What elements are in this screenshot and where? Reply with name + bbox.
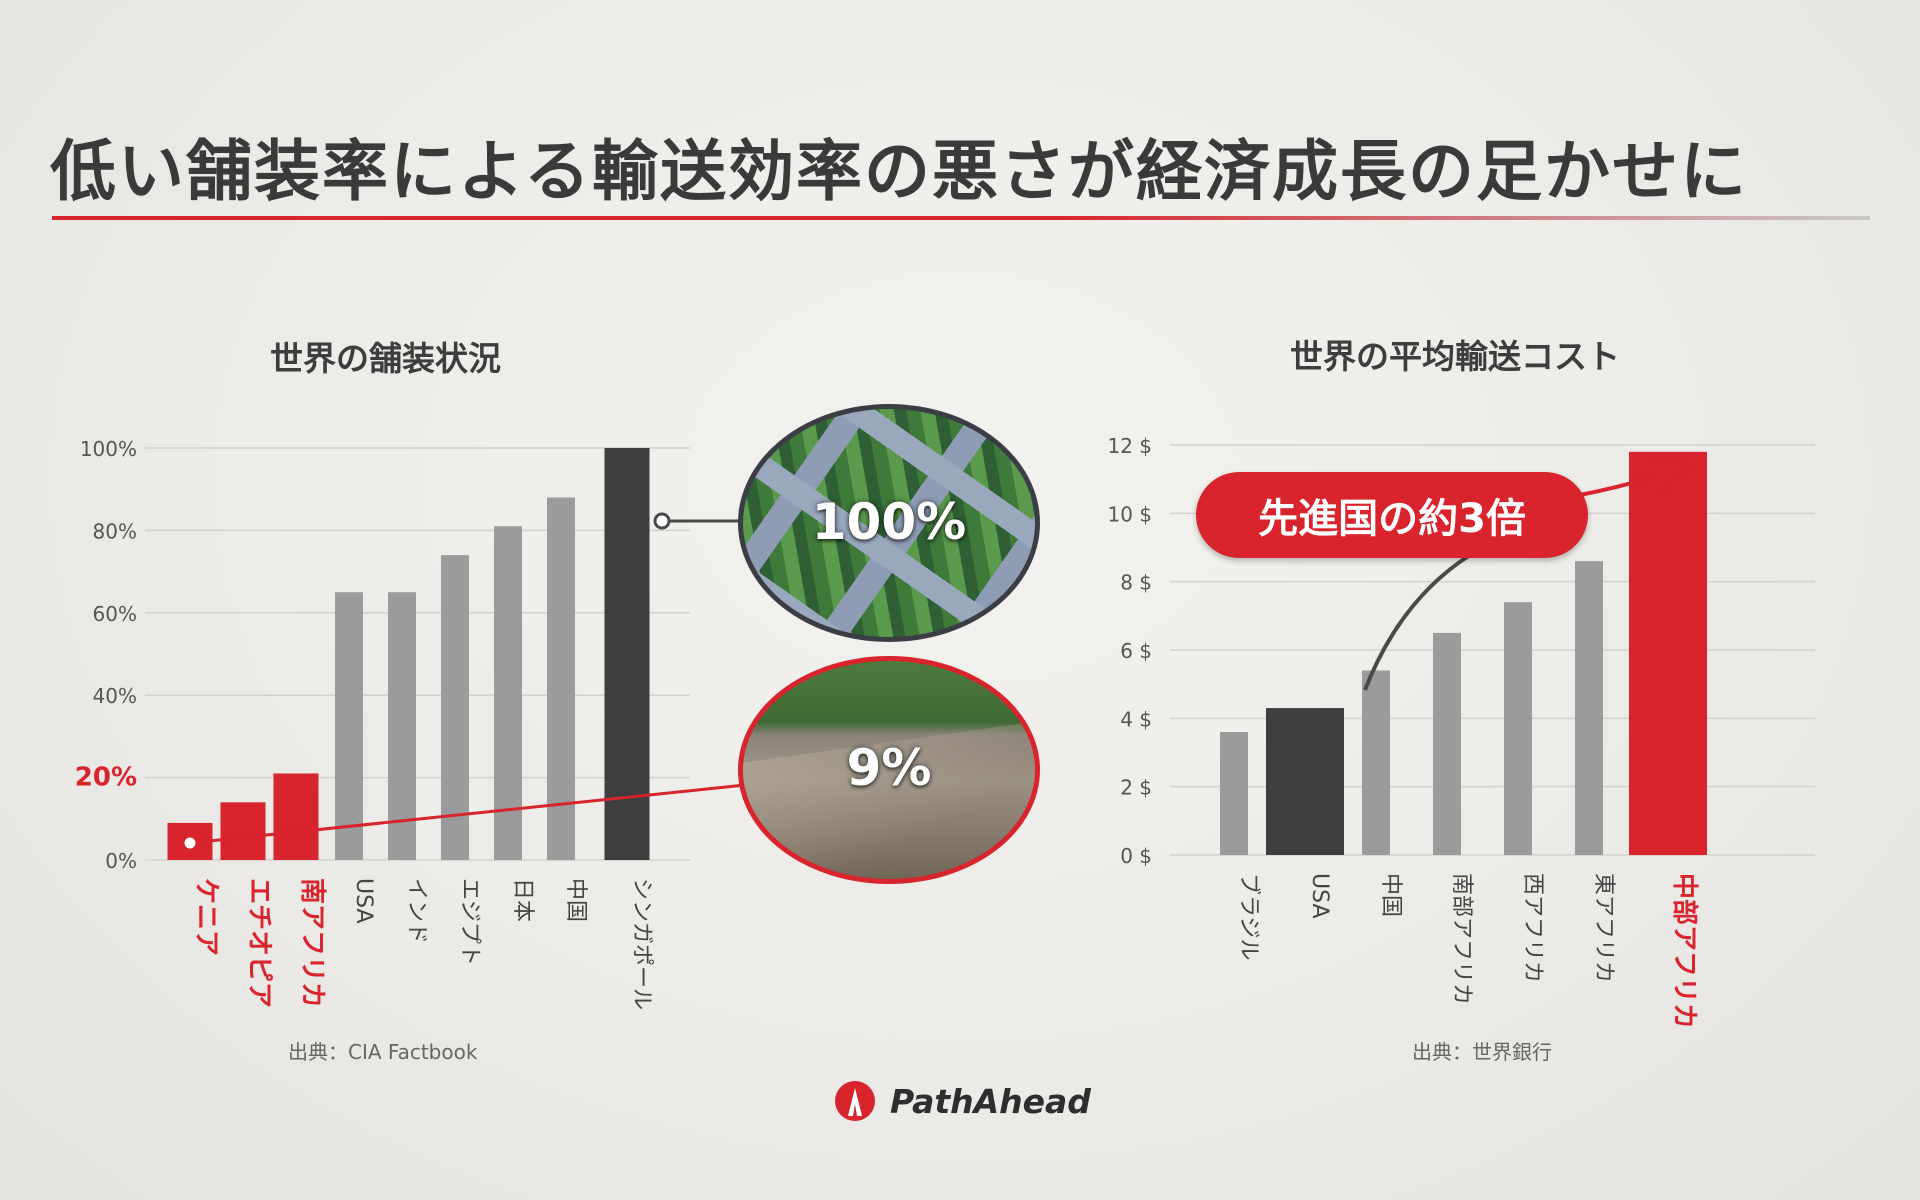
x-tick-label: シンガポール: [629, 878, 654, 1010]
y-tick-label: 80%: [93, 519, 137, 543]
transport-cost-chart-title-text: 世界の平均輸送コスト: [1290, 337, 1620, 376]
brand-name: PathAhead: [890, 1081, 1091, 1121]
y-tick-label: 0 $: [1120, 844, 1152, 868]
transport-cost-chart-title: 世界の平均輸送コスト: [1278, 330, 1632, 382]
y-tick-label: 2 $: [1120, 776, 1152, 800]
paving-chart-title: 世界の舗装状況: [258, 332, 513, 384]
x-tick-label: エジプト: [457, 878, 482, 966]
paving-chart-title-text: 世界の舗装状況: [270, 339, 501, 378]
x-tick-label: ブラジル: [1236, 873, 1261, 961]
bar: [1504, 602, 1532, 855]
y-tick-label: 40%: [93, 684, 137, 708]
bar: [1220, 732, 1248, 855]
bar: [335, 592, 363, 860]
cost-x-labels: ブラジル USA 中国 南部アフリカ 西アフリカ 東アフリカ 中部アフリカ: [1236, 873, 1699, 1029]
bar: [1575, 561, 1603, 855]
highway-photo: 100%: [738, 404, 1040, 642]
y-tick-label: 8 $: [1120, 571, 1152, 595]
paving-y-ticks: 0% 20% 40% 60% 80% 100%: [75, 437, 137, 873]
x-tick-label: インド: [404, 878, 429, 944]
x-tick-label: 中国: [1378, 873, 1403, 917]
bar: [547, 497, 575, 860]
bar: [167, 822, 213, 860]
x-tick-label: 南アフリカ: [297, 878, 327, 1008]
bar: [388, 592, 416, 860]
paving-grid: [145, 447, 690, 861]
x-tick-label: エチオピア: [244, 878, 274, 1008]
highway-photo-label: 100%: [811, 493, 967, 551]
dirt-road-photo: 9%: [738, 656, 1040, 884]
x-tick-label: 西アフリカ: [1520, 873, 1545, 983]
bar: [604, 448, 650, 860]
y-tick-label: 20%: [75, 763, 137, 793]
cost-source: 出典：世界銀行: [1412, 1040, 1552, 1064]
y-tick-label: 10 $: [1107, 502, 1152, 526]
paving-x-labels: ケニア エチオピア 南アフリカ USA インド エジプト 日本 中国 シンガポール: [191, 878, 654, 1010]
x-tick-label: 中国: [563, 878, 588, 922]
page-title: 低い舗装率による輸送効率の悪さが経済成長の足かせに: [50, 133, 1749, 210]
bar: [441, 555, 469, 860]
bar: [273, 773, 319, 860]
callout-badge: 先進国の約3倍: [1196, 472, 1588, 558]
y-tick-label: 6 $: [1120, 639, 1152, 663]
bar: [1266, 708, 1344, 855]
x-tick-label: USA: [1307, 873, 1332, 919]
x-tick-label: 東アフリカ: [1591, 873, 1616, 983]
brand-logo: PathAhead: [834, 1076, 1091, 1126]
x-tick-label: ケニア: [191, 878, 221, 956]
paving-source: 出典：CIA Factbook: [288, 1040, 478, 1064]
x-tick-label: USA: [351, 878, 376, 924]
bar: [1629, 451, 1707, 855]
bar: [494, 526, 522, 860]
paving-rate-chart: 0% 20% 40% 60% 80% 100% ケニア エチオピア 南アフリカ USA インド エジ…: [75, 437, 690, 1010]
y-tick-label: 60%: [93, 602, 137, 626]
y-tick-label: 12 $: [1107, 434, 1152, 458]
road-logo-icon: [835, 1081, 875, 1121]
y-tick-label: 4 $: [1120, 707, 1152, 731]
title-underline: [52, 216, 1870, 220]
bar: [220, 802, 266, 860]
x-tick-label: 中部アフリカ: [1669, 873, 1699, 1029]
bar: [1433, 632, 1461, 855]
paving-bars: [167, 448, 650, 860]
road-photo-label: 9%: [846, 739, 932, 797]
x-tick-label: 南部アフリカ: [1449, 873, 1474, 1005]
y-tick-label: 100%: [80, 437, 137, 461]
x-tick-label: 日本: [510, 878, 535, 922]
cost-y-ticks: 0 $ 2 $ 4 $ 6 $ 8 $ 10 $ 12 $: [1107, 434, 1152, 868]
cost-bars: [1220, 451, 1707, 855]
bar: [1362, 670, 1390, 855]
y-tick-label: 0%: [105, 849, 137, 873]
